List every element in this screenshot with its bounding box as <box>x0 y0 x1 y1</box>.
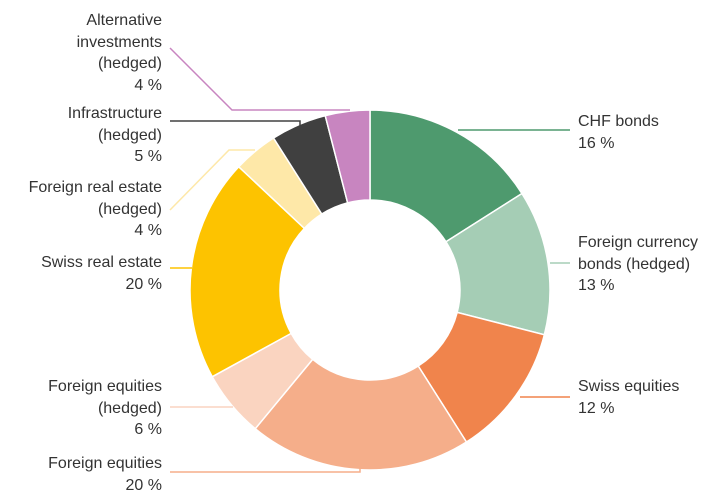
donut-slice <box>369 109 524 243</box>
slice-label: Alternative investments (hedged) 4 % <box>77 10 162 96</box>
value-label: 6 % <box>134 421 162 438</box>
donut-slice <box>189 165 306 378</box>
value-label: 20 % <box>125 476 162 492</box>
category-label: Infrastructure (hedged) <box>67 105 162 144</box>
value-label: 5 % <box>134 148 162 165</box>
category-label: Foreign equities <box>48 455 162 472</box>
slice-label: Infrastructure (hedged) 5 % <box>68 103 162 168</box>
leader-line <box>169 47 350 111</box>
donut-slice <box>324 109 371 204</box>
slice-label: Foreign equities (hedged) 6 % <box>48 376 162 441</box>
slice-label: Foreign currency bonds (hedged) 13 % <box>578 232 698 297</box>
leader-line <box>170 120 301 128</box>
category-label: Foreign currency bonds (hedged) <box>578 234 699 273</box>
donut-slice <box>254 358 468 471</box>
slice-label: Foreign real estate (hedged) 4 % <box>29 177 162 242</box>
value-label: 16 % <box>578 134 615 152</box>
slice-label: Swiss equities 12 % <box>578 376 679 419</box>
slice-label: Foreign equities 20 % <box>48 453 162 492</box>
category-label: Alternative investments (hedged) <box>76 12 162 72</box>
category-label: Swiss real estate <box>41 254 162 271</box>
value-label: 4 % <box>134 76 162 94</box>
value-label: 4 % <box>134 222 162 239</box>
category-label: Foreign real estate (hedged) <box>28 179 162 218</box>
slice-label: CHF bonds 16 % <box>578 111 659 154</box>
leader-line <box>169 149 255 211</box>
category-label: Foreign equities (hedged) <box>48 378 162 417</box>
value-label: 20 % <box>125 275 162 293</box>
slice-label: Swiss real estate 20 % <box>41 252 162 295</box>
category-label: CHF bonds <box>578 113 659 130</box>
value-label: 13 % <box>578 277 615 294</box>
category-label: Swiss equities <box>578 378 680 395</box>
leader-line <box>170 466 361 473</box>
value-label: 12 % <box>578 399 615 417</box>
